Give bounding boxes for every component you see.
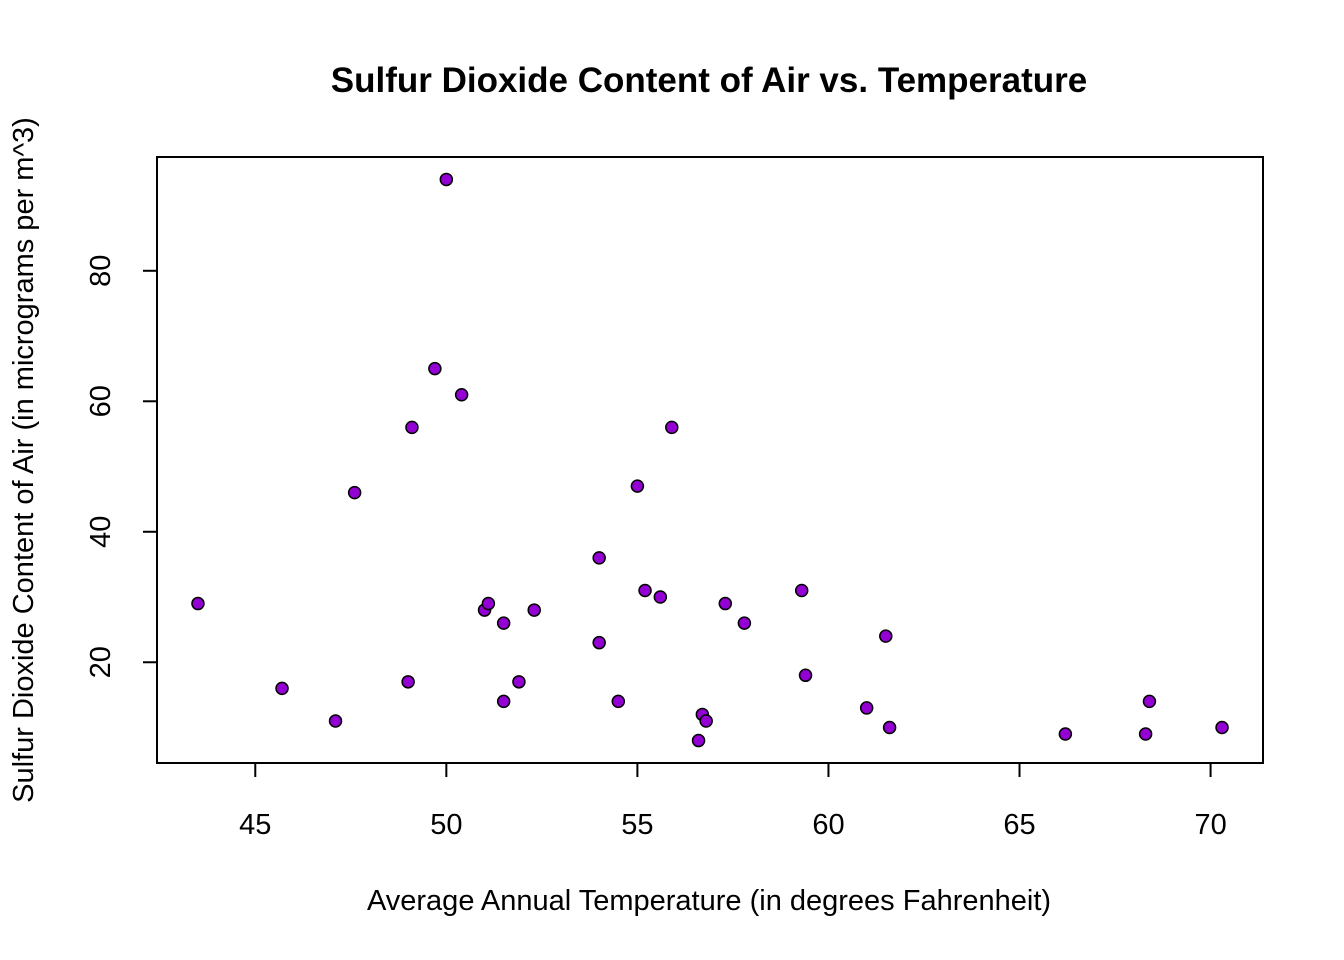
data-point — [401, 675, 415, 689]
data-point — [512, 675, 526, 689]
data-point — [1138, 727, 1153, 741]
y-tick-label: 80 — [85, 255, 117, 287]
data-point — [439, 172, 454, 187]
x-tick-label: 70 — [1194, 809, 1226, 841]
data-point — [638, 583, 652, 598]
data-point — [328, 714, 343, 728]
y-tick-label: 40 — [85, 516, 117, 548]
data-point — [859, 701, 874, 715]
data-point — [653, 590, 668, 604]
data-point — [527, 603, 541, 617]
x-tick-label: 55 — [621, 809, 653, 841]
data-point — [737, 616, 752, 630]
chart-title: Sulfur Dioxide Content of Air vs. Temper… — [331, 61, 1087, 100]
x-axis: 45 50 55 60 65 70 — [239, 762, 1227, 841]
plot-frame — [156, 156, 1264, 764]
data-point — [454, 388, 469, 402]
data-point — [481, 596, 496, 611]
data-point — [882, 720, 897, 735]
data-point — [275, 681, 289, 696]
data-point — [630, 479, 645, 493]
y-tick-label: 20 — [85, 646, 117, 678]
x-tick-label: 65 — [1003, 809, 1035, 841]
data-point — [592, 635, 606, 650]
data-point — [592, 551, 606, 565]
data-point — [1215, 720, 1229, 735]
data-point — [428, 361, 442, 376]
y-tick-label: 60 — [85, 385, 117, 417]
y-axis-label: Sulfur Dioxide Content of Air (in microg… — [8, 117, 40, 803]
data-point — [496, 694, 511, 709]
data-point — [699, 714, 713, 728]
data-point — [718, 596, 733, 611]
y-axis: 20 40 60 80 — [85, 255, 158, 678]
x-tick-label: 60 — [812, 809, 844, 841]
data-point — [1058, 727, 1073, 741]
data-point — [611, 694, 626, 709]
data-point — [1142, 694, 1157, 709]
data-point — [798, 668, 813, 683]
data-point — [347, 485, 362, 500]
data-point — [794, 583, 809, 598]
data-point — [879, 629, 893, 643]
x-axis-label: Average Annual Temperature (in degrees F… — [367, 885, 1051, 917]
x-tick-label: 50 — [430, 809, 462, 841]
data-points — [191, 172, 1229, 748]
data-point — [405, 420, 419, 435]
data-point — [496, 616, 511, 630]
data-point — [191, 596, 205, 611]
x-tick-label: 45 — [239, 809, 271, 841]
data-point — [691, 733, 706, 748]
data-point — [665, 420, 679, 435]
